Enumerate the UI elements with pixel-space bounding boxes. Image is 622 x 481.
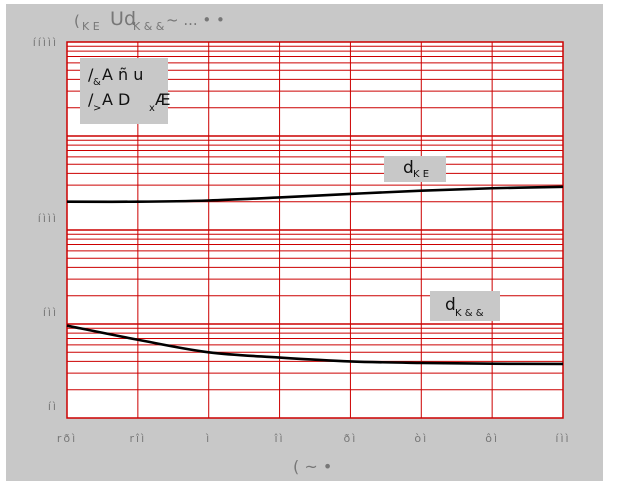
x-tick-label: íìì xyxy=(555,432,570,445)
y-tick-label: íììì xyxy=(38,212,58,225)
x-tick-label: ðì xyxy=(344,432,358,445)
x-tick-label: rîì xyxy=(130,432,147,445)
x-tick-label: ôì xyxy=(485,432,499,445)
x-tick-labels: rðìrîììîìðìòìôìíììíîì xyxy=(57,432,570,445)
curves xyxy=(66,185,564,366)
series-label-kE-main: d xyxy=(403,158,414,178)
title-part-d: d xyxy=(124,8,136,30)
x-tick-label: rðì xyxy=(57,432,77,445)
series-line-0 xyxy=(66,185,564,204)
title-part-2: U xyxy=(110,8,124,30)
y-tick-label: íìì xyxy=(43,306,58,319)
series-label-kaa-sub: K & & xyxy=(455,308,484,319)
series-label-kE: d K E xyxy=(384,156,446,182)
x-axis-label: ( ~ • xyxy=(293,457,332,476)
y-tick-label: íì xyxy=(48,400,58,413)
title-sub-2: K & & xyxy=(133,20,165,33)
grid xyxy=(67,42,563,418)
series-label-kaa-main: d xyxy=(445,295,456,315)
x-tick-label: ì xyxy=(205,432,211,445)
legend-line2-prefix: / xyxy=(88,90,94,109)
series-label-kaa: d K & & xyxy=(430,291,500,321)
legend-line1-prefix: / xyxy=(88,65,94,84)
x-tick-label: îì xyxy=(274,432,285,445)
y-tick-label: ííììì xyxy=(33,36,58,49)
legend-line2-text: A D xyxy=(102,90,130,109)
legend-line1-text: A ñ u xyxy=(102,65,143,84)
chart-title: ( K E U d K & & ~ ... • • xyxy=(74,8,225,33)
title-tail: ~ ... • • xyxy=(166,11,225,29)
legend-line2-tail: Æ xyxy=(155,90,171,109)
series-line-1 xyxy=(66,324,564,366)
y-tick-labels: íì íìì íììì ííììì xyxy=(33,36,58,413)
title-part-1: ( xyxy=(74,12,80,30)
legend-line1-sub: & xyxy=(93,77,101,88)
legend-line2-sub2: x xyxy=(149,103,155,114)
title-sub-1: K E xyxy=(82,20,100,33)
x-tick-label: òì xyxy=(414,432,428,445)
legend-box: / & A ñ u / > A D x Æ xyxy=(80,58,171,124)
series-label-kE-sub: K E xyxy=(413,169,429,180)
legend-line2-sub: > xyxy=(93,103,101,114)
